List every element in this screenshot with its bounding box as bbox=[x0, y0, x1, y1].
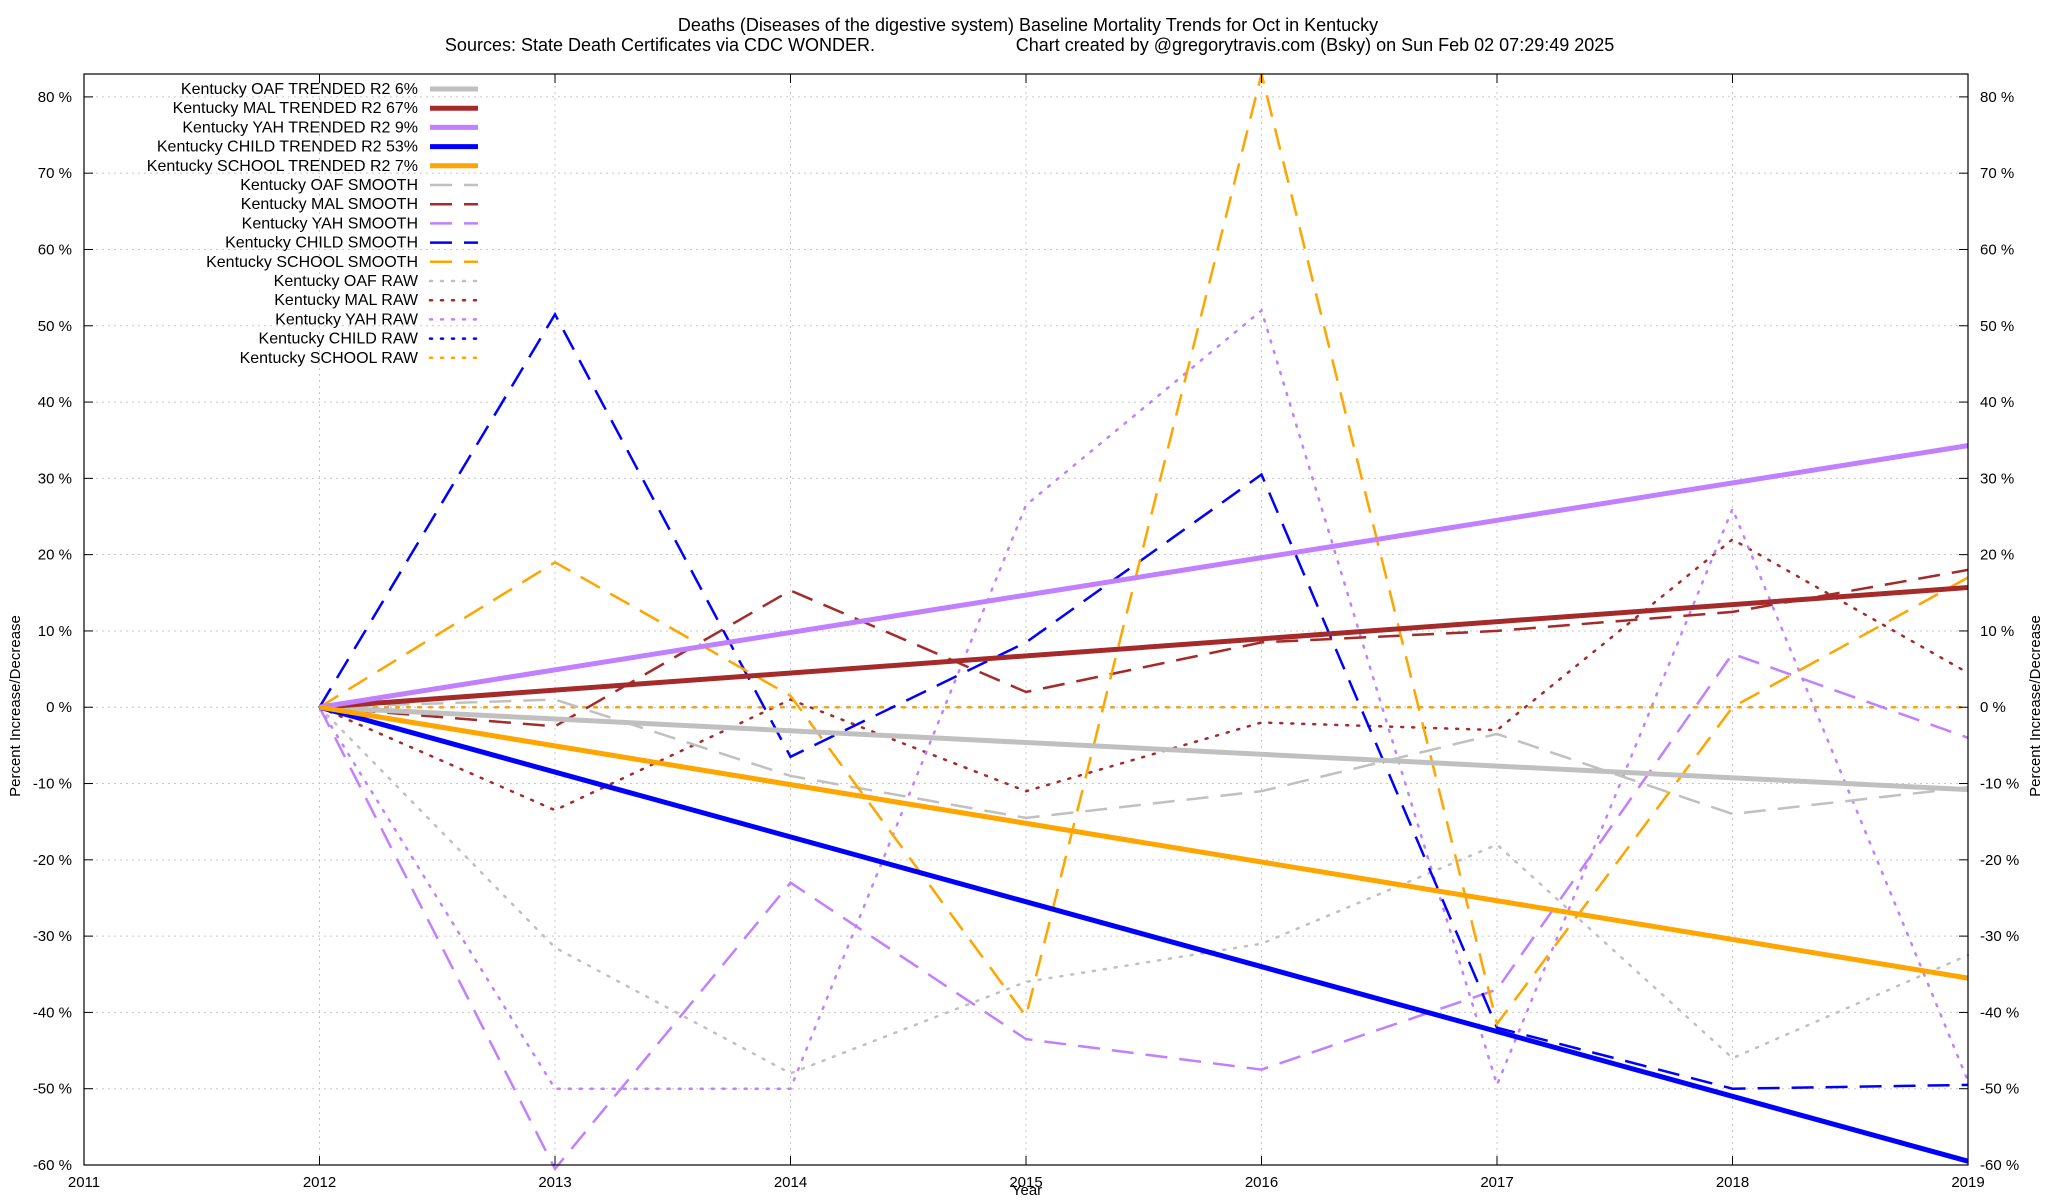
legend-label: Kentucky MAL TRENDED R2 67% bbox=[173, 100, 418, 117]
y-tick-label-left: -50 % bbox=[33, 1081, 72, 1098]
x-tick-label: 2016 bbox=[1245, 1174, 1278, 1191]
series-layer bbox=[318, 73, 1970, 1172]
series-line-kentucky-mal-raw bbox=[318, 537, 1970, 812]
y-tick-label-left: 70 % bbox=[38, 165, 72, 182]
series-line-kentucky-child-trended bbox=[318, 704, 1969, 1164]
y-tick-label-right: 0 % bbox=[1980, 699, 2006, 716]
y-tick-label-left: 20 % bbox=[38, 547, 72, 564]
series-line-kentucky-child-smooth bbox=[318, 311, 1969, 1090]
series-line-kentucky-oaf-trended bbox=[319, 704, 1969, 793]
y-tick-label-left: 40 % bbox=[38, 394, 72, 411]
chart-subtitle-credit: Chart created by @gregorytravis.com (Bsk… bbox=[1016, 35, 1615, 55]
series-line-kentucky-oaf-smooth bbox=[319, 698, 1969, 820]
y-tick-label-right: -10 % bbox=[1980, 776, 2019, 793]
chart-subtitle-source: Sources: State Death Certificates via CD… bbox=[445, 35, 875, 55]
tick-labels: -60 % -60 % -50 % -50 % -40 % -40 % -30 % -30 %… bbox=[33, 89, 2019, 1191]
y-tick-label-right: -60 % bbox=[1980, 1157, 2019, 1174]
x-tick-label: 2013 bbox=[538, 1174, 571, 1191]
x-tick-label: 2017 bbox=[1480, 1174, 1513, 1191]
y-tick-label-left: -60 % bbox=[33, 1157, 72, 1174]
y-tick-label-right: -50 % bbox=[1980, 1081, 2019, 1098]
legend-label: Kentucky OAF RAW bbox=[274, 273, 419, 290]
legend-label: Kentucky MAL SMOOTH bbox=[241, 196, 418, 213]
legend-label: Kentucky OAF TRENDED R2 6% bbox=[181, 81, 418, 98]
plot-frame bbox=[83, 73, 1969, 1166]
y-tick-label-right: -40 % bbox=[1980, 1004, 2019, 1021]
y-tick-label-left: 60 % bbox=[38, 241, 72, 258]
legend-label: Kentucky OAF SMOOTH bbox=[240, 177, 418, 194]
y-tick-label-left: 30 % bbox=[38, 470, 72, 487]
y-tick-label-left: -30 % bbox=[33, 928, 72, 945]
legend-label: Kentucky CHILD TRENDED R2 53% bbox=[157, 139, 418, 156]
y-tick-label-right: 40 % bbox=[1980, 394, 2014, 411]
x-axis-label: Year bbox=[1012, 1182, 1042, 1199]
series-line-kentucky-oaf-raw bbox=[318, 705, 1970, 1075]
y-tick-label-right: 50 % bbox=[1980, 318, 2014, 335]
series-line-kentucky-mal-trended bbox=[319, 585, 1969, 710]
y-tick-label-right: 80 % bbox=[1980, 89, 2014, 106]
legend-label: Kentucky CHILD RAW bbox=[259, 331, 419, 348]
series-line-kentucky-yah-raw bbox=[318, 308, 1970, 1090]
series-line-kentucky-yah-trended bbox=[319, 443, 1969, 710]
series-line-kentucky-yah-smooth bbox=[318, 652, 1969, 1172]
legend-label: Kentucky SCHOOL TRENDED R2 7% bbox=[147, 158, 418, 175]
y-tick-label-left: -20 % bbox=[33, 852, 72, 869]
legend-label: Kentucky YAH TRENDED R2 9% bbox=[182, 119, 418, 136]
legend-label: Kentucky YAH SMOOTH bbox=[242, 215, 418, 232]
y-tick-label-left: -10 % bbox=[33, 776, 72, 793]
x-tick-label: 2012 bbox=[303, 1174, 336, 1191]
series-line-kentucky-school-smooth bbox=[318, 73, 1969, 1027]
x-tick-label: 2015 bbox=[1009, 1174, 1042, 1191]
x-tick-label: 2018 bbox=[1716, 1174, 1749, 1191]
y-axis-label-left: Percent Increase/Decrease bbox=[7, 615, 24, 797]
plot-border bbox=[83, 73, 1969, 1166]
y-tick-label-left: -40 % bbox=[33, 1004, 72, 1021]
x-tick-label: 2011 bbox=[68, 1174, 100, 1191]
y-tick-label-left: 50 % bbox=[38, 318, 72, 335]
y-tick-label-right: 60 % bbox=[1980, 241, 2014, 258]
legend-label: Kentucky MAL RAW bbox=[274, 292, 419, 309]
series-line-kentucky-mal-smooth bbox=[319, 568, 1969, 728]
series-line-kentucky-school-trended bbox=[319, 704, 1969, 981]
y-tick-label-right: -20 % bbox=[1980, 852, 2019, 869]
y-tick-label-right: 20 % bbox=[1980, 547, 2014, 564]
y-tick-label-left: 0 % bbox=[46, 699, 72, 716]
y-tick-label-right: 70 % bbox=[1980, 165, 2014, 182]
y-tick-label-right: 10 % bbox=[1980, 623, 2014, 640]
y-tick-label-left: 10 % bbox=[38, 623, 72, 640]
legend-label: Kentucky SCHOOL RAW bbox=[240, 350, 419, 367]
y-tick-label-right: 30 % bbox=[1980, 470, 2014, 487]
legend-label: Kentucky CHILD SMOOTH bbox=[225, 235, 418, 252]
legend-label: Kentucky YAH RAW bbox=[275, 311, 419, 328]
y-tick-label-left: 80 % bbox=[38, 89, 72, 106]
legend: Kentucky OAF TRENDED R2 6% Kentucky MAL T… bbox=[147, 81, 480, 367]
x-tick-label: 2019 bbox=[1951, 1174, 1984, 1191]
chart-title: Deaths (Diseases of the digestive system… bbox=[678, 15, 1378, 35]
y-axis-label-right: Percent Increase/Decrease bbox=[2027, 615, 2044, 797]
y-tick-label-right: -30 % bbox=[1980, 928, 2019, 945]
legend-label: Kentucky SCHOOL SMOOTH bbox=[206, 254, 418, 271]
x-tick-label: 2014 bbox=[774, 1174, 807, 1191]
